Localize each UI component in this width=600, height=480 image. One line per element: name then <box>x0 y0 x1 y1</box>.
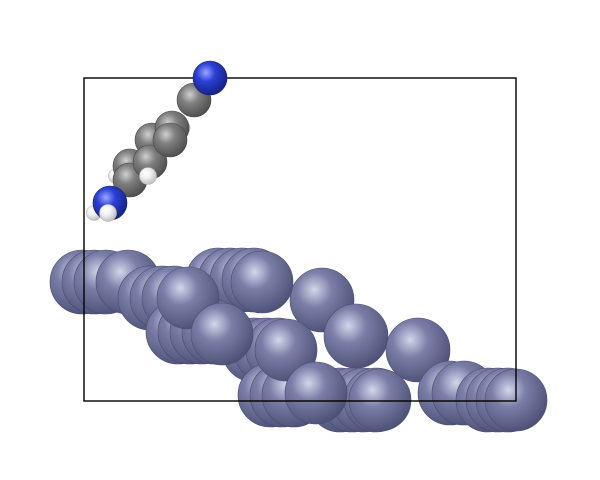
metal-atom <box>323 303 389 369</box>
carbon-atom <box>152 122 188 158</box>
metal-slab <box>49 247 548 433</box>
metal-atom <box>230 250 294 314</box>
hydrogen-atom <box>139 167 157 185</box>
metal-atom <box>348 368 412 432</box>
metal-atom <box>190 302 254 366</box>
nitrogen-atom <box>192 60 228 96</box>
hydrogen-atom <box>99 204 117 222</box>
unit-cell-box <box>83 77 517 402</box>
adsorbed-molecule <box>86 60 228 222</box>
metal-atom <box>284 361 348 425</box>
